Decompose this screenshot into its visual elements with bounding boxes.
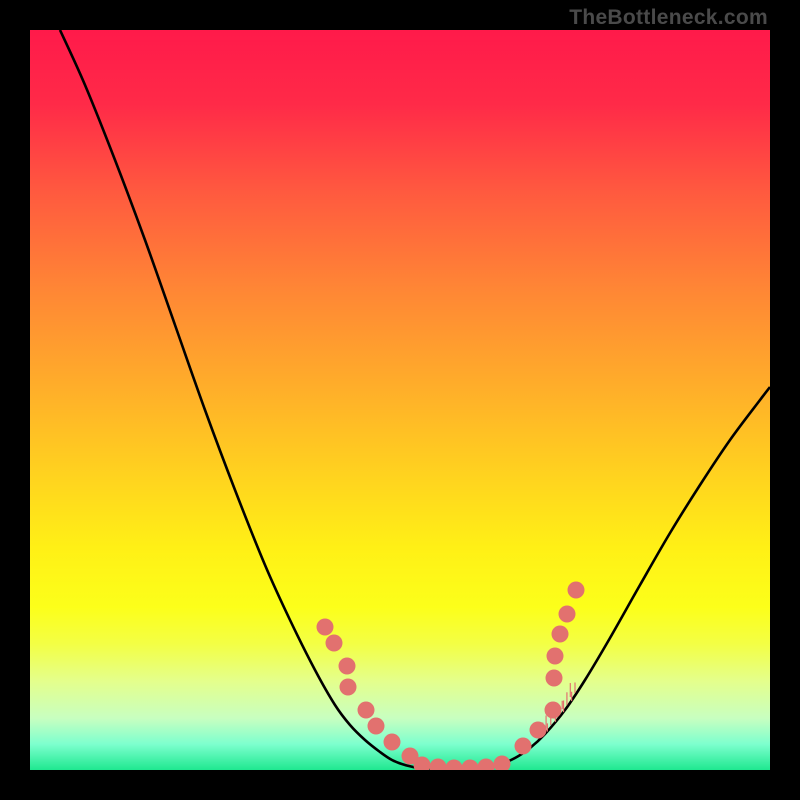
markers-bottom-row [414, 756, 511, 771]
data-marker [478, 759, 495, 771]
data-marker [547, 648, 564, 665]
data-marker [552, 626, 569, 643]
plot-area [30, 30, 770, 770]
watermark-text: TheBottleneck.com [569, 6, 768, 30]
data-marker [559, 606, 576, 623]
data-marker [430, 759, 447, 771]
data-marker [317, 619, 334, 636]
data-marker [340, 679, 357, 696]
data-marker [368, 718, 385, 735]
data-marker [545, 702, 562, 719]
data-marker [494, 756, 511, 771]
data-marker [339, 658, 356, 675]
data-marker [515, 738, 532, 755]
data-marker [462, 760, 479, 771]
bottleneck-curve [60, 30, 770, 769]
data-marker [384, 734, 401, 751]
data-marker [326, 635, 343, 652]
data-marker [546, 670, 563, 687]
data-marker [568, 582, 585, 599]
curve-layer [30, 30, 770, 770]
data-marker [446, 760, 463, 771]
data-marker [530, 722, 547, 739]
data-marker [358, 702, 375, 719]
